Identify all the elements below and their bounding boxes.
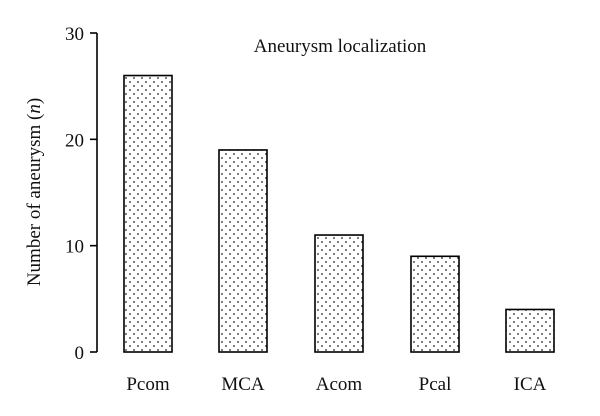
bar-acom: [314, 234, 364, 353]
x-category-label: Pcal: [419, 374, 452, 395]
y-ticks-group: 0 10 20 30: [65, 24, 97, 364]
bar-ica: [505, 308, 555, 353]
y-axis-label-close: ): [24, 98, 45, 104]
y-tick-label: 30: [65, 24, 84, 45]
chart-title: Aneurysm localization: [254, 36, 427, 57]
y-tick-label: 10: [65, 237, 84, 258]
y-axis-label-italic: n: [24, 104, 45, 114]
bars-group: [123, 74, 555, 353]
x-category-label: ICA: [514, 374, 547, 395]
y-axis-label: Number of aneurysm (n): [24, 98, 45, 286]
bar-pcal: [410, 255, 460, 353]
bar-mca: [218, 149, 268, 353]
y-tick-label: 20: [65, 130, 84, 151]
x-labels-group: Pcom MCA Acom Pcal ICA: [126, 374, 546, 395]
x-category-label: Acom: [316, 374, 363, 395]
y-tick-label: 0: [75, 343, 85, 364]
x-category-label: MCA: [221, 374, 265, 395]
y-axis-label-main: Number of aneurysm (: [24, 114, 45, 287]
bar-pcom: [123, 74, 173, 353]
x-category-label: Pcom: [126, 374, 170, 395]
